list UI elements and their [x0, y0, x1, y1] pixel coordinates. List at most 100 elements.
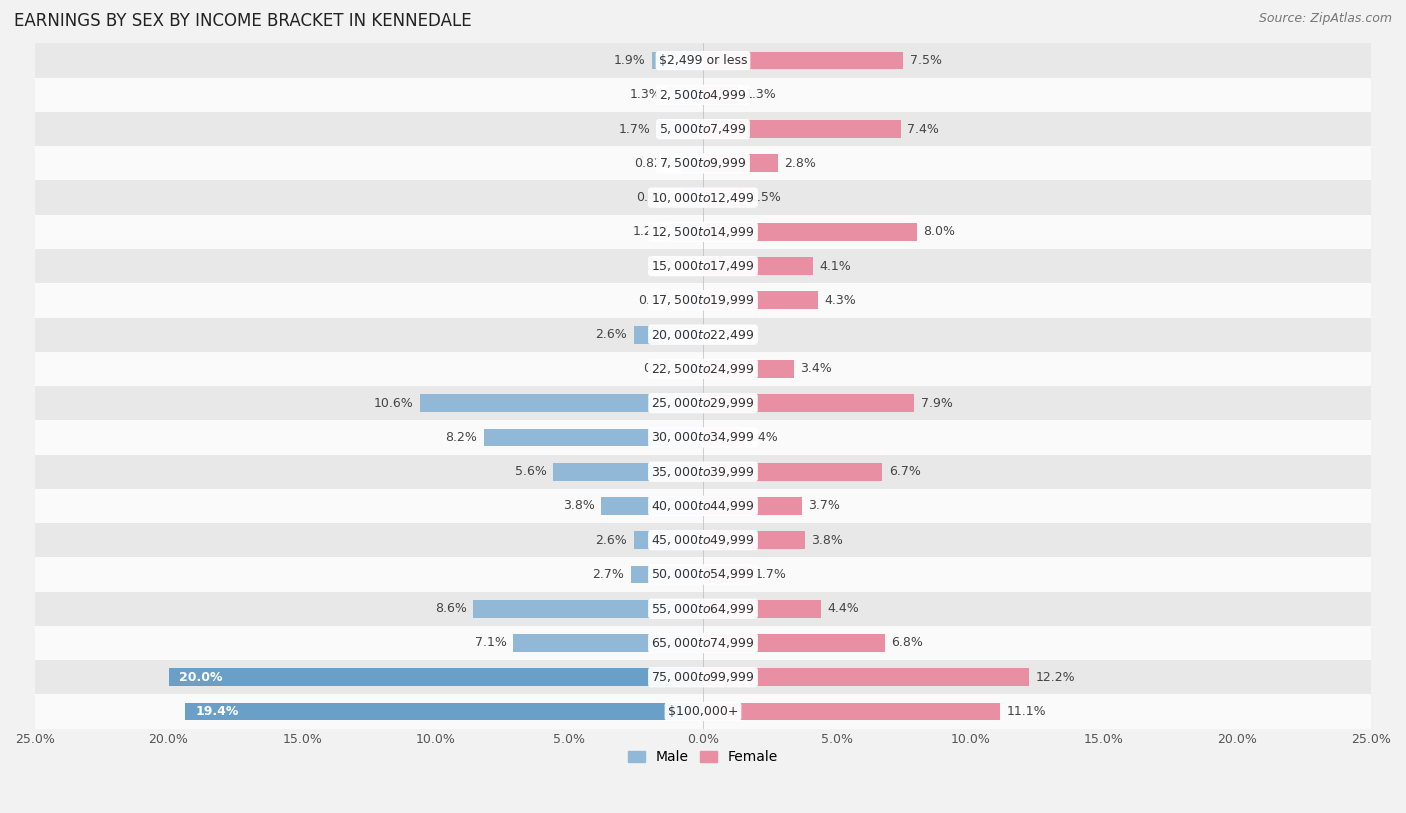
Bar	[703, 257, 813, 275]
Text: 1.4%: 1.4%	[747, 431, 779, 444]
Text: 0.68%: 0.68%	[638, 293, 678, 307]
Bar	[703, 600, 821, 618]
Text: 12.2%: 12.2%	[1036, 671, 1076, 684]
Text: $22,500 to $24,999: $22,500 to $24,999	[651, 362, 755, 376]
Text: 7.1%: 7.1%	[475, 637, 506, 650]
Text: $15,000 to $17,499: $15,000 to $17,499	[651, 259, 755, 273]
Text: 0.82%: 0.82%	[634, 157, 675, 170]
Text: $25,000 to $29,999: $25,000 to $29,999	[651, 396, 755, 410]
Bar	[35, 283, 1371, 318]
Text: 0.0%: 0.0%	[710, 328, 742, 341]
Bar	[35, 78, 1371, 112]
Bar	[602, 497, 703, 515]
Text: $75,000 to $99,999: $75,000 to $99,999	[651, 670, 755, 685]
Bar	[703, 52, 904, 69]
Bar	[484, 428, 703, 446]
Bar	[634, 531, 703, 549]
Text: 1.7%: 1.7%	[755, 568, 787, 581]
Text: $7,500 to $9,999: $7,500 to $9,999	[659, 156, 747, 171]
Bar	[703, 86, 738, 104]
Text: 1.7%: 1.7%	[619, 123, 651, 136]
Text: 7.4%: 7.4%	[907, 123, 939, 136]
Bar	[685, 292, 703, 309]
Bar	[513, 634, 703, 652]
Bar	[703, 223, 917, 241]
Text: $10,000 to $12,499: $10,000 to $12,499	[651, 190, 755, 205]
Bar	[681, 154, 703, 172]
Text: 6.8%: 6.8%	[891, 637, 924, 650]
Text: $20,000 to $22,499: $20,000 to $22,499	[651, 328, 755, 341]
Text: 8.2%: 8.2%	[446, 431, 477, 444]
Bar	[35, 592, 1371, 626]
Bar	[703, 120, 901, 138]
Bar	[671, 223, 703, 241]
Text: 0.51%: 0.51%	[643, 363, 683, 376]
Text: 7.5%: 7.5%	[910, 54, 942, 67]
Text: EARNINGS BY SEX BY INCOME BRACKET IN KENNEDALE: EARNINGS BY SEX BY INCOME BRACKET IN KEN…	[14, 12, 471, 30]
Text: $100,000+: $100,000+	[668, 705, 738, 718]
Bar	[35, 318, 1371, 352]
Text: 8.6%: 8.6%	[434, 602, 467, 615]
Text: $50,000 to $54,999: $50,000 to $54,999	[651, 567, 755, 581]
Bar	[474, 600, 703, 618]
Bar	[689, 360, 703, 378]
Bar	[703, 497, 801, 515]
Bar	[35, 43, 1371, 78]
Text: 0.0%: 0.0%	[664, 259, 696, 272]
Text: Source: ZipAtlas.com: Source: ZipAtlas.com	[1258, 12, 1392, 25]
Bar	[703, 394, 914, 412]
Bar	[35, 694, 1371, 728]
Bar	[35, 489, 1371, 523]
Bar	[658, 120, 703, 138]
Bar	[420, 394, 703, 412]
Bar	[35, 626, 1371, 660]
Text: 3.4%: 3.4%	[800, 363, 832, 376]
Bar	[634, 326, 703, 344]
Text: 19.4%: 19.4%	[195, 705, 239, 718]
Bar	[35, 249, 1371, 283]
Text: 1.5%: 1.5%	[749, 191, 782, 204]
Text: $55,000 to $64,999: $55,000 to $64,999	[651, 602, 755, 615]
Bar	[683, 189, 703, 207]
Bar	[35, 386, 1371, 420]
Text: $2,500 to $4,999: $2,500 to $4,999	[659, 88, 747, 102]
Bar	[35, 420, 1371, 454]
Text: 3.8%: 3.8%	[562, 499, 595, 512]
Bar	[554, 463, 703, 480]
Bar	[35, 180, 1371, 215]
Bar	[35, 558, 1371, 592]
Text: 4.1%: 4.1%	[820, 259, 851, 272]
Text: 2.6%: 2.6%	[595, 328, 627, 341]
Text: 3.7%: 3.7%	[808, 499, 841, 512]
Text: $65,000 to $74,999: $65,000 to $74,999	[651, 636, 755, 650]
Bar	[703, 189, 744, 207]
Bar	[35, 352, 1371, 386]
Text: 11.1%: 11.1%	[1007, 705, 1046, 718]
Bar	[35, 660, 1371, 694]
Text: 6.7%: 6.7%	[889, 465, 921, 478]
Bar	[184, 702, 703, 720]
Text: 5.6%: 5.6%	[515, 465, 547, 478]
Bar	[703, 668, 1029, 686]
Bar	[703, 428, 741, 446]
Bar	[35, 454, 1371, 489]
Text: $12,500 to $14,999: $12,500 to $14,999	[651, 225, 755, 239]
Bar	[35, 215, 1371, 249]
Text: 4.4%: 4.4%	[827, 602, 859, 615]
Bar	[703, 531, 804, 549]
Bar	[668, 86, 703, 104]
Bar	[703, 360, 794, 378]
Bar	[631, 566, 703, 584]
Text: 2.6%: 2.6%	[595, 533, 627, 546]
Text: 0.75%: 0.75%	[637, 191, 676, 204]
Text: 4.3%: 4.3%	[824, 293, 856, 307]
Text: 7.9%: 7.9%	[921, 397, 953, 410]
Bar	[652, 52, 703, 69]
Legend: Male, Female: Male, Female	[623, 745, 783, 770]
Text: 10.6%: 10.6%	[374, 397, 413, 410]
Bar	[35, 523, 1371, 558]
Bar	[35, 146, 1371, 180]
Bar	[703, 154, 778, 172]
Text: 20.0%: 20.0%	[179, 671, 222, 684]
Bar	[35, 112, 1371, 146]
